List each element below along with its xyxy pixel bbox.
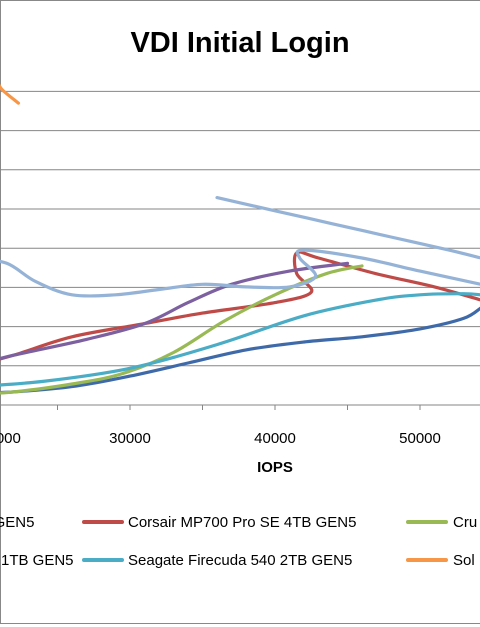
legend-label-crucial: Cru bbox=[453, 514, 477, 531]
legend: GEN5 Corsair MP700 Pro SE 4TB GEN5 Cru 1… bbox=[0, 514, 477, 569]
legend-label-sol: Sol bbox=[453, 552, 475, 569]
series-line-5 bbox=[0, 248, 480, 298]
x-tick-label-40000: 40000 bbox=[254, 430, 296, 447]
x-tick-label-30000: 30000 bbox=[109, 430, 151, 447]
legend-label-gen5: GEN5 bbox=[0, 514, 34, 531]
chart-title: VDI Initial Login bbox=[130, 27, 349, 59]
legend-label-corsair: Corsair MP700 Pro SE 4TB GEN5 bbox=[128, 514, 356, 531]
x-tick-marks bbox=[57, 405, 421, 410]
series-line-4 bbox=[0, 292, 480, 387]
legend-label-seagate: Seagate Firecuda 540 2TB GEN5 bbox=[128, 552, 352, 569]
x-axis-title: IOPS bbox=[257, 459, 293, 476]
gridlines bbox=[0, 90, 480, 367]
series-line-1 bbox=[0, 250, 480, 361]
legend-label-1tb-gen5: 1TB GEN5 bbox=[1, 552, 74, 569]
series-line-6 bbox=[215, 196, 480, 260]
series-line-0 bbox=[0, 306, 480, 395]
x-tick-label-20000: 20000 bbox=[0, 430, 21, 447]
series-lines bbox=[0, 83, 480, 395]
series-line-7 bbox=[0, 83, 20, 105]
series-line-3 bbox=[0, 261, 350, 361]
x-tick-label-50000: 50000 bbox=[399, 430, 441, 447]
